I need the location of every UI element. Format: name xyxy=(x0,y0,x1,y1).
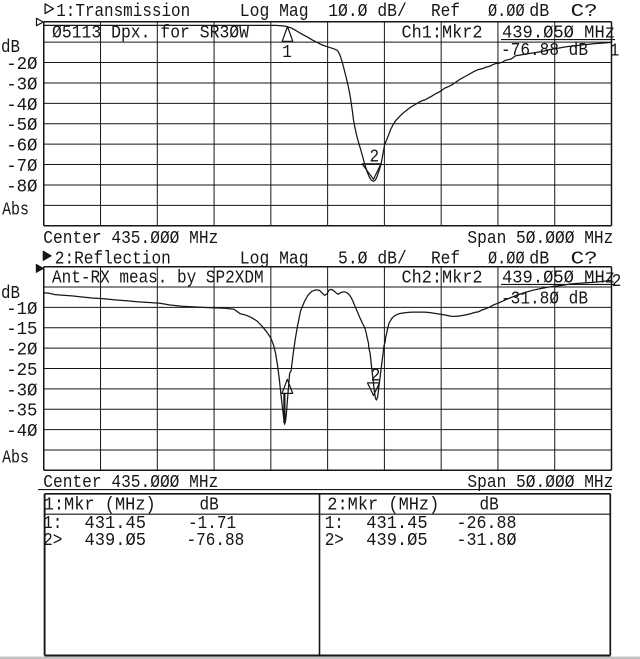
svg-text:dB: dB xyxy=(480,496,499,516)
svg-text:-15: -15 xyxy=(6,320,37,340)
svg-text:Ch2:Mkr2: Ch2:Mkr2 xyxy=(402,269,483,289)
svg-text:Ø5113 Dpx. for SR3ØW: Ø5113 Dpx. for SR3ØW xyxy=(52,24,249,44)
svg-text:2:Reflection: 2:Reflection xyxy=(55,249,171,269)
svg-text:Span 5Ø.ØØØ MHz: Span 5Ø.ØØØ MHz xyxy=(467,473,613,493)
svg-text:-31.8Ø dB: -31.8Ø dB xyxy=(501,289,588,309)
svg-text:Center 435.ØØØ MHz: Center 435.ØØØ MHz xyxy=(43,229,218,249)
svg-text:-2Ø: -2Ø xyxy=(6,341,37,361)
svg-text:Log Mag 5.Ø dB/: Log Mag 5.Ø dB/ xyxy=(240,249,407,269)
svg-text:-8Ø: -8Ø xyxy=(6,177,37,197)
svg-text:2>: 2> xyxy=(325,531,344,551)
svg-text:2>: 2> xyxy=(43,531,62,551)
svg-text:1:Mkr (MHz): 1:Mkr (MHz) xyxy=(44,496,156,516)
svg-text:dB: dB xyxy=(1,38,20,58)
svg-text:Ø.ØØ: Ø.ØØ xyxy=(488,2,525,22)
svg-text:1: 1 xyxy=(610,42,620,62)
svg-text:1:: 1: xyxy=(325,514,344,534)
svg-text:Ch1:Mkr2: Ch1:Mkr2 xyxy=(402,24,483,44)
svg-text:dB: dB xyxy=(529,2,549,22)
svg-text:-25: -25 xyxy=(6,361,37,381)
svg-text:-4Ø: -4Ø xyxy=(6,96,37,116)
svg-text:-5Ø: -5Ø xyxy=(6,116,37,136)
svg-text:Log Mag 1Ø.Ø dB/: Log Mag 1Ø.Ø dB/ xyxy=(240,2,407,22)
svg-text:431.45: 431.45 xyxy=(366,514,428,534)
svg-text:439.Ø5Ø MHz: 439.Ø5Ø MHz xyxy=(502,24,615,44)
svg-text:dB: dB xyxy=(529,249,549,269)
svg-text:Ant-RX meas. by SP2XDM: Ant-RX meas. by SP2XDM xyxy=(52,269,264,289)
svg-text:1:: 1: xyxy=(43,514,62,534)
svg-text:Center 435.ØØØ MHz: Center 435.ØØØ MHz xyxy=(43,473,218,493)
svg-text:dB: dB xyxy=(1,284,20,304)
svg-text:439.Ø5: 439.Ø5 xyxy=(85,531,147,551)
svg-text:439.Ø5Ø MHz: 439.Ø5Ø MHz xyxy=(502,269,615,289)
svg-text:Ø.ØØ: Ø.ØØ xyxy=(488,249,525,269)
svg-text:-1Ø: -1Ø xyxy=(6,300,37,320)
svg-text:2: 2 xyxy=(370,147,380,167)
svg-text:-26.88: -26.88 xyxy=(457,514,517,534)
svg-text:C?: C? xyxy=(571,249,598,269)
svg-text:2: 2 xyxy=(371,366,381,386)
svg-text:-31.8Ø: -31.8Ø xyxy=(457,531,517,551)
svg-text:Ref: Ref xyxy=(431,249,460,269)
svg-text:-1.71: -1.71 xyxy=(188,514,236,534)
svg-text:2: 2 xyxy=(612,272,622,292)
svg-text:-4Ø: -4Ø xyxy=(6,422,37,442)
svg-text:1: 1 xyxy=(282,43,292,63)
svg-text:-6Ø: -6Ø xyxy=(6,137,37,157)
svg-text:Ref: Ref xyxy=(431,2,460,22)
svg-text:-3Ø: -3Ø xyxy=(6,75,37,95)
svg-text:-76.88: -76.88 xyxy=(187,531,245,551)
svg-text:439.Ø5: 439.Ø5 xyxy=(366,531,428,551)
svg-text:C?: C? xyxy=(571,2,598,22)
svg-text:-2Ø: -2Ø xyxy=(6,55,37,75)
svg-text:Abs: Abs xyxy=(2,201,29,221)
svg-text:-3Ø: -3Ø xyxy=(6,381,37,401)
svg-text:2:Mkr (MHz): 2:Mkr (MHz) xyxy=(327,496,439,516)
svg-text:-76.88 dB: -76.88 dB xyxy=(501,41,588,61)
svg-text:-7Ø: -7Ø xyxy=(6,157,37,177)
svg-text:Abs: Abs xyxy=(2,448,29,468)
svg-text:-35: -35 xyxy=(6,402,37,422)
svg-text:1:Transmission: 1:Transmission xyxy=(56,2,190,22)
svg-text:431.45: 431.45 xyxy=(85,514,147,534)
svg-text:Span 5Ø.ØØØ MHz: Span 5Ø.ØØØ MHz xyxy=(467,229,613,249)
svg-text:dB: dB xyxy=(200,496,219,516)
